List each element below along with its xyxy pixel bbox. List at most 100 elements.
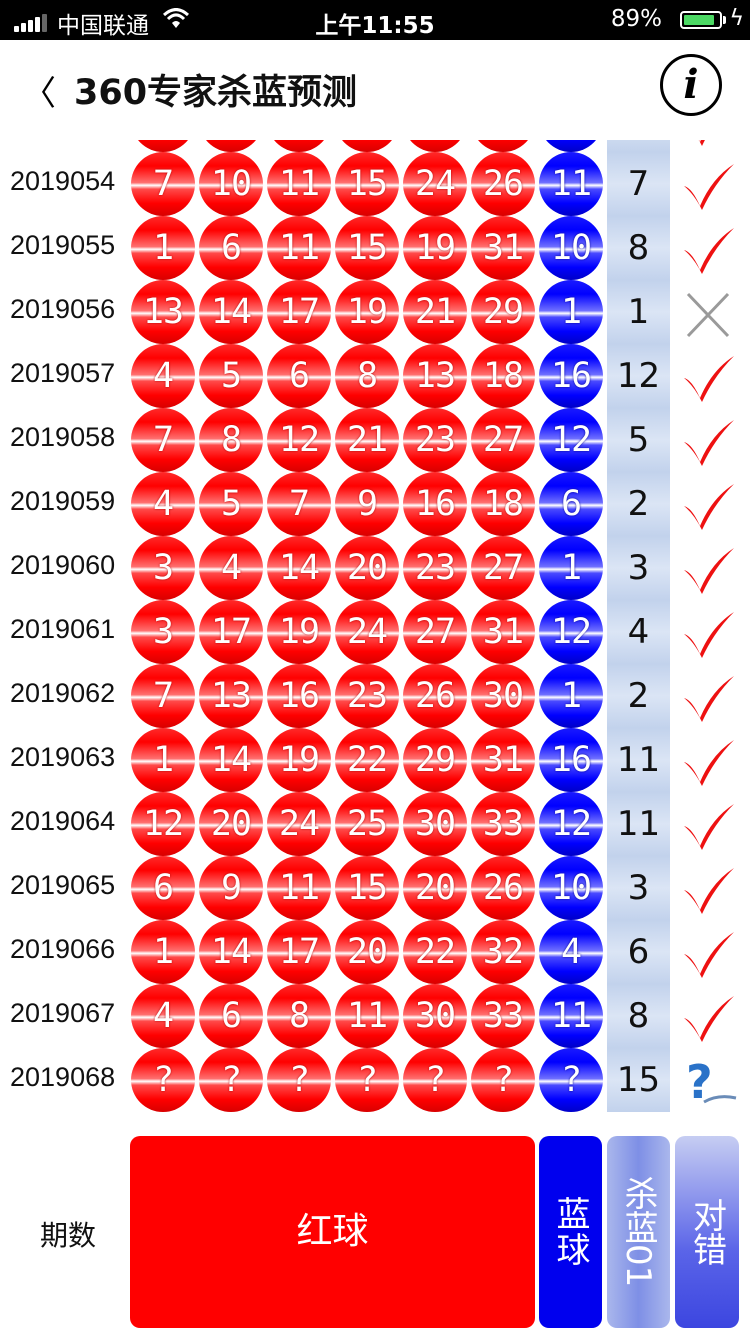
period-number: 2019064: [10, 806, 116, 836]
blue-ball: 6: [539, 472, 603, 536]
kill-blue-value: 7: [607, 152, 670, 216]
right-wrong-column-button[interactable]: 对错: [675, 1136, 739, 1328]
red-ball: 20: [199, 792, 263, 856]
column-header-bar: 期数 红球 蓝球 杀蓝01 对错: [0, 1134, 750, 1334]
back-button[interactable]: 〈: [22, 74, 56, 114]
wifi-icon: [162, 8, 190, 28]
check-icon: [678, 798, 738, 854]
red-ball: ?: [471, 1048, 535, 1112]
result-row: 2019067 4 6 8 11 30 33 11 8: [0, 984, 750, 1048]
status-bar: 中国联通 上午11:55 89% ϟ: [0, 0, 750, 40]
red-ball: 20: [335, 920, 399, 984]
red-ball: 6: [199, 984, 263, 1048]
blue-ball: 11: [539, 984, 603, 1048]
red-ball: 11: [335, 984, 399, 1048]
red-ball: 33: [471, 984, 535, 1048]
red-ball: 16: [267, 664, 331, 728]
red-ball: 21: [403, 280, 467, 344]
red-ball: 20: [403, 856, 467, 920]
results-list[interactable]: 2019053416222529318720190547101115242611…: [0, 140, 750, 1133]
red-ball: 15: [335, 216, 399, 280]
red-ball: 5: [199, 344, 263, 408]
red-ball: 19: [267, 728, 331, 792]
check-icon: [678, 158, 738, 214]
kill-blue-value: 2: [607, 664, 670, 728]
signal-icon: [14, 14, 49, 32]
red-ball: 31: [471, 600, 535, 664]
red-ball: 8: [199, 408, 263, 472]
blue-ball-column-button[interactable]: 蓝球: [539, 1136, 602, 1328]
red-ball: 8: [335, 344, 399, 408]
red-ball: ?: [335, 1048, 399, 1112]
period-number: 2019063: [10, 742, 116, 772]
period-number: 2019054: [10, 166, 116, 196]
red-ball: 22: [403, 920, 467, 984]
red-ball: 13: [131, 280, 195, 344]
red-ball: 4: [131, 140, 195, 152]
check-icon: [678, 140, 738, 150]
period-number: 2019060: [10, 550, 116, 580]
period-number: 2019057: [10, 358, 116, 388]
red-ball: 4: [131, 984, 195, 1048]
red-ball: 24: [403, 152, 467, 216]
red-ball: 4: [131, 344, 195, 408]
red-ball: 8: [267, 984, 331, 1048]
red-ball: ?: [403, 1048, 467, 1112]
blue-ball: 10: [539, 856, 603, 920]
blue-ball: 1: [539, 280, 603, 344]
page-title: 360专家杀蓝预测: [74, 73, 358, 113]
result-row: 2019062 7 13 16 23 26 30 1 2: [0, 664, 750, 728]
red-ball: 14: [199, 280, 263, 344]
kill-blue-value: 5: [607, 408, 670, 472]
red-ball: 7: [267, 472, 331, 536]
check-icon: [678, 542, 738, 598]
period-number: 2019055: [10, 230, 116, 260]
red-ball: 4: [199, 536, 263, 600]
kill-blue-value: 2: [607, 472, 670, 536]
red-ball-column-button[interactable]: 红球: [130, 1136, 535, 1328]
kill-blue-value: 12: [607, 344, 670, 408]
red-ball: 16: [199, 140, 263, 152]
red-ball: 7: [131, 408, 195, 472]
red-ball: 30: [403, 984, 467, 1048]
kill-blue-value: 6: [607, 920, 670, 984]
check-icon: [678, 862, 738, 918]
info-button[interactable]: i: [660, 54, 722, 116]
red-ball: 31: [471, 216, 535, 280]
status-time: 上午11:55: [315, 13, 435, 39]
red-ball: 6: [131, 856, 195, 920]
red-ball: 20: [335, 536, 399, 600]
kill-blue-value: 8: [607, 216, 670, 280]
result-row: 2019064 12 20 24 25 30 33 12 11: [0, 792, 750, 856]
kill-blue-column-button[interactable]: 杀蓝01: [607, 1136, 670, 1328]
result-row: 2019061 3 17 19 24 27 31 12 4: [0, 600, 750, 664]
period-number: 2019061: [10, 614, 116, 644]
result-row: 20190534162225293187: [0, 140, 750, 152]
check-icon: [678, 222, 738, 278]
result-row: 2019055 1 6 11 15 19 31 10 8: [0, 216, 750, 280]
check-icon: [678, 926, 738, 982]
red-ball: 30: [403, 792, 467, 856]
red-ball: 30: [471, 664, 535, 728]
period-number: 2019062: [10, 678, 116, 708]
kill-blue-value: 3: [607, 536, 670, 600]
red-ball: 6: [267, 344, 331, 408]
red-ball: 6: [199, 216, 263, 280]
battery-percent: 89%: [610, 6, 662, 32]
red-ball: 22: [335, 728, 399, 792]
red-ball: 13: [403, 344, 467, 408]
red-ball: 24: [335, 600, 399, 664]
result-row: 2019068??????? 15?: [0, 1048, 750, 1112]
results-list-inner: 2019053416222529318720190547101115242611…: [0, 140, 750, 1112]
battery-tip: [723, 16, 726, 24]
red-ball: 31: [471, 140, 535, 152]
red-ball: 14: [199, 728, 263, 792]
red-ball: 14: [199, 920, 263, 984]
blue-ball: 11: [539, 152, 603, 216]
red-ball: 1: [131, 920, 195, 984]
period-number: 2019065: [10, 870, 116, 900]
kill-blue-value: 3: [607, 856, 670, 920]
period-number: 2019058: [10, 422, 116, 452]
red-ball: 11: [267, 152, 331, 216]
blue-ball: 16: [539, 344, 603, 408]
